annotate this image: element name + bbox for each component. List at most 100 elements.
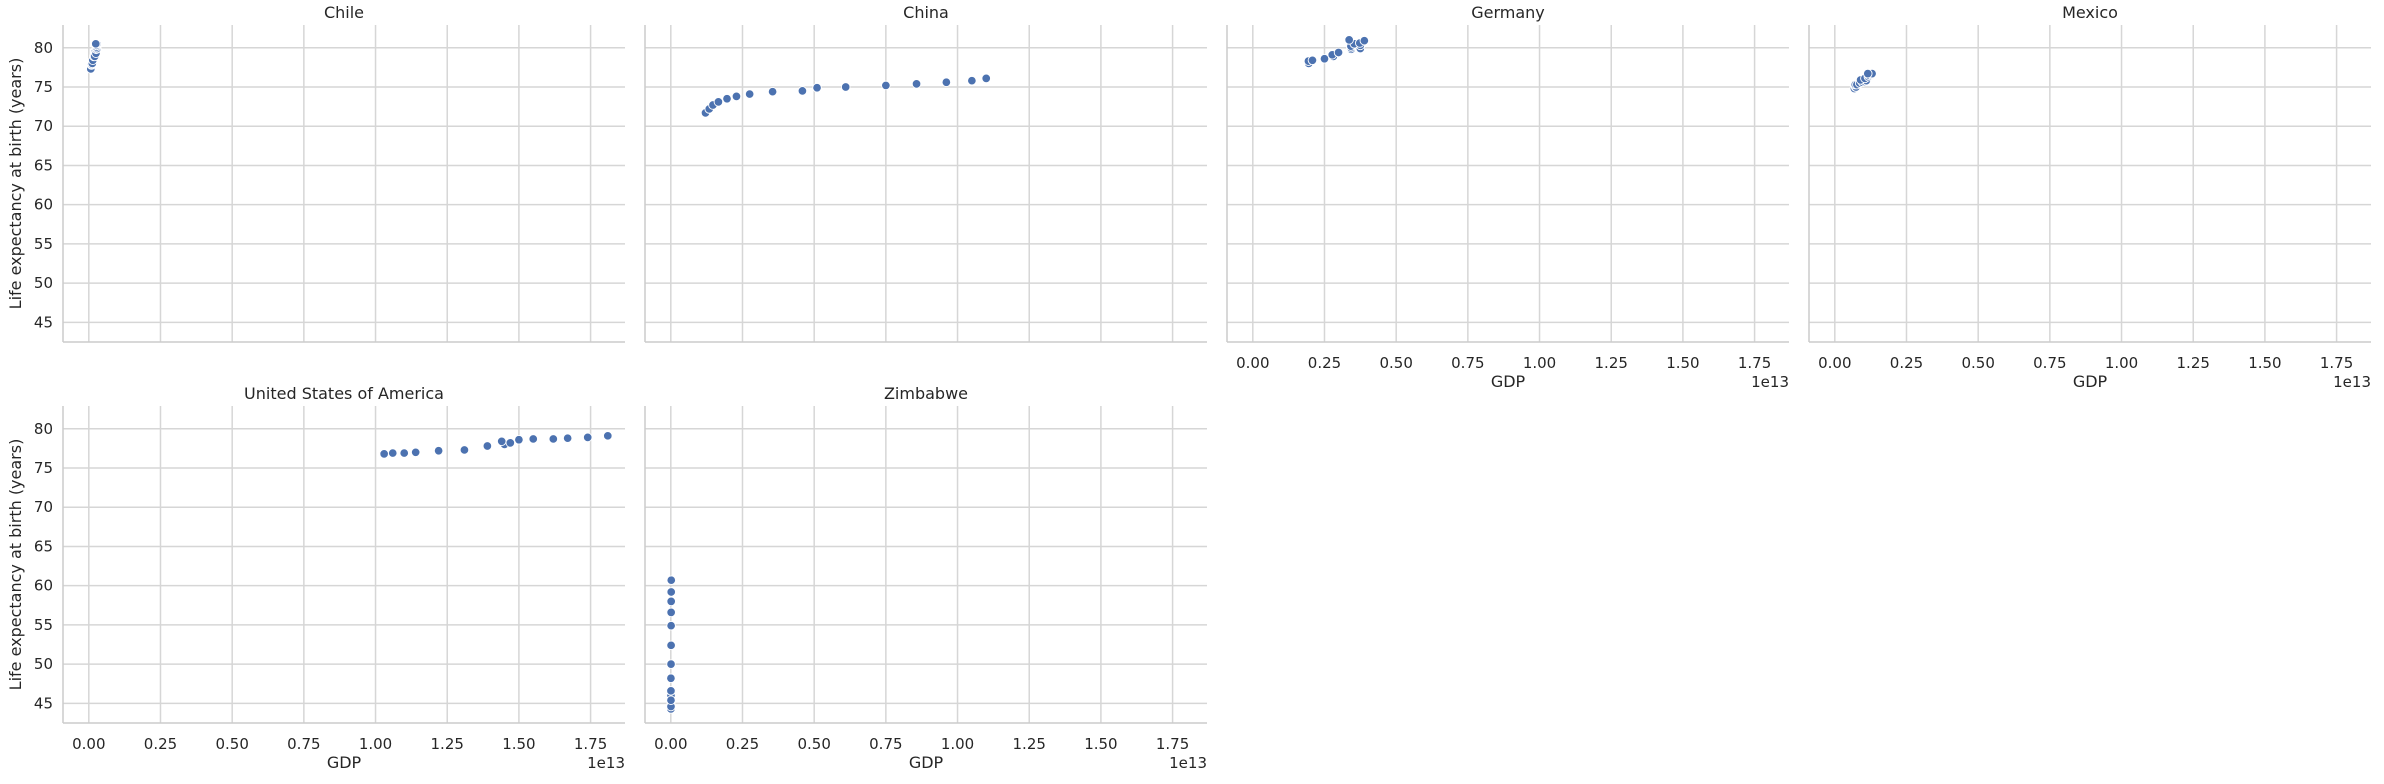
data-point — [666, 659, 676, 669]
x-tick-label: 1.00 — [1523, 354, 1556, 372]
data-point — [666, 607, 676, 618]
data-point — [666, 620, 676, 631]
data-point — [1863, 68, 1873, 79]
data-point — [496, 436, 507, 447]
facet-panel-germany: Germany 0.00 0.25 0.50 0.75 1.00 1.25 1.50 1.75 G… — [1226, 3, 1789, 391]
data-point — [582, 432, 593, 443]
facet-panel-zimbabwe: Zimbabwe 0.00 0.25 0.50 0.75 1.00 1.25 1.50 1.75… — [644, 384, 1207, 772]
data-point — [433, 445, 444, 456]
x-tick-label: 0.75 — [287, 735, 320, 753]
y-axis-label: Life expectancy at birth (years) — [6, 439, 25, 691]
data-point — [731, 91, 742, 102]
x-tick-label: 1.00 — [359, 735, 392, 753]
x-tick-label: 0.25 — [144, 735, 177, 753]
data-point — [514, 434, 524, 445]
x-tick-label: 0.00 — [1236, 354, 1269, 372]
data-point — [666, 686, 676, 696]
data-point — [666, 673, 676, 684]
data-point — [505, 438, 516, 448]
facet-panel-chile: Chile 45 50 55 60 65 70 75 80 Life expectancy at … — [6, 3, 625, 343]
data-point — [666, 596, 676, 607]
x-tick-label: 1.25 — [1595, 354, 1628, 372]
y-tick-label: 80 — [34, 420, 53, 438]
x-tick-label: 0.00 — [72, 735, 105, 753]
data-point — [459, 445, 470, 455]
x-axis-label: GDP — [2073, 372, 2108, 391]
x-axis-label: GDP — [327, 753, 362, 772]
data-point — [1333, 47, 1344, 58]
data-point — [941, 77, 952, 88]
y-tick-label: 65 — [34, 156, 53, 174]
data-point — [387, 448, 398, 458]
data-point — [410, 447, 421, 458]
data-point — [744, 89, 755, 99]
x-offset-label: 1e13 — [1169, 754, 1207, 772]
y-tick-label: 70 — [34, 117, 53, 135]
x-tick-label: 0.75 — [2033, 354, 2066, 372]
y-tick-label: 50 — [34, 655, 53, 673]
data-point — [603, 431, 613, 441]
x-tick-label: 1.25 — [431, 735, 464, 753]
x-tick-label: 1.25 — [2177, 354, 2210, 372]
data-point — [482, 441, 493, 451]
y-tick-label: 60 — [34, 577, 53, 595]
y-tick-label: 70 — [34, 498, 53, 516]
x-axis-label: GDP — [1491, 372, 1526, 391]
data-point — [797, 86, 808, 96]
data-point — [767, 86, 778, 97]
data-point — [666, 575, 677, 585]
y-axis-label: Life expectancy at birth (years) — [6, 58, 25, 310]
data-point — [666, 640, 676, 651]
x-offset-label: 1e13 — [2333, 373, 2371, 391]
y-tick-label: 60 — [34, 196, 53, 214]
x-tick-label: 0.00 — [1818, 354, 1851, 372]
x-tick-label: 1.75 — [2320, 354, 2353, 372]
x-tick-label: 1.50 — [2248, 354, 2281, 372]
data-point — [1307, 55, 1318, 66]
x-tick-label: 1.75 — [1156, 735, 1189, 753]
facet-title: Germany — [1471, 3, 1545, 22]
y-tick-label: 55 — [34, 235, 53, 253]
y-tick-label: 45 — [34, 313, 53, 331]
data-point — [812, 83, 822, 93]
data-point — [91, 39, 101, 49]
y-tick-label: 55 — [34, 616, 53, 634]
x-tick-label: 1.00 — [941, 735, 974, 753]
x-tick-label: 0.25 — [1890, 354, 1923, 372]
x-tick-label: 0.50 — [215, 735, 248, 753]
x-offset-label: 1e13 — [1751, 373, 1789, 391]
facet-title: United States of America — [244, 384, 444, 403]
x-tick-label: 1.50 — [502, 735, 535, 753]
x-tick-label: 0.25 — [726, 735, 759, 753]
facet-title: China — [903, 3, 949, 22]
data-point — [911, 79, 922, 89]
x-tick-label: 1.00 — [2105, 354, 2138, 372]
x-tick-label: 1.25 — [1013, 735, 1046, 753]
x-axis-label: GDP — [909, 753, 944, 772]
y-tick-label: 75 — [34, 459, 53, 477]
data-point — [722, 94, 732, 104]
data-point — [881, 80, 891, 91]
x-tick-label: 0.50 — [1379, 354, 1412, 372]
x-tick-label: 0.00 — [654, 735, 687, 753]
y-tick-label: 80 — [34, 39, 53, 57]
data-point — [981, 73, 991, 84]
x-tick-label: 0.50 — [797, 735, 830, 753]
facet-title: Mexico — [2062, 3, 2118, 22]
facet-panel-united-states-of-america: United States of America 45 50 55 60 65 70 75 80… — [6, 384, 625, 772]
data-point — [379, 449, 389, 459]
data-point — [1359, 35, 1370, 46]
facet-title: Chile — [324, 3, 364, 22]
x-tick-label: 1.50 — [1666, 354, 1699, 372]
data-point — [399, 448, 409, 458]
x-tick-label: 0.25 — [1308, 354, 1341, 372]
data-point — [666, 695, 676, 705]
y-tick-label: 45 — [34, 694, 53, 712]
facet-title: Zimbabwe — [884, 384, 968, 403]
data-point — [840, 82, 851, 92]
x-tick-label: 1.75 — [574, 735, 607, 753]
data-point — [713, 97, 724, 107]
data-point — [548, 434, 559, 444]
y-tick-label: 65 — [34, 537, 53, 555]
